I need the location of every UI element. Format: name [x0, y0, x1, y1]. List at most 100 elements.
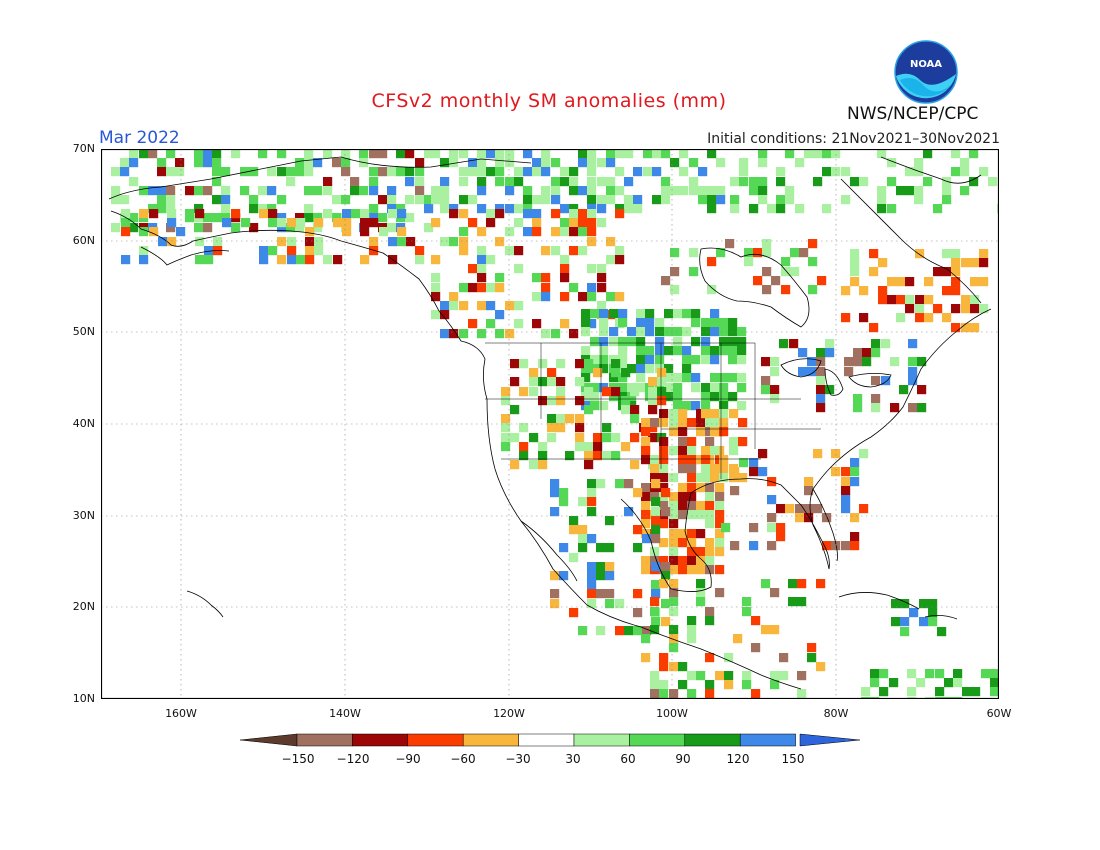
anomaly-cell: [710, 409, 720, 419]
anomaly-cell: [295, 167, 305, 177]
anomaly-cell: [816, 367, 826, 377]
anomaly-cell: [605, 589, 615, 599]
anomaly-cell: [486, 283, 496, 293]
anomaly-cell: [599, 327, 609, 337]
anomaly-cell: [664, 364, 674, 374]
anomaly-cell: [369, 204, 379, 214]
anomaly-cell: [877, 149, 887, 159]
anomaly-cell: [149, 209, 159, 219]
anomaly-cell: [547, 377, 557, 387]
anomaly-cell: [360, 218, 370, 228]
anomaly-cell: [669, 556, 679, 566]
anomaly-cell: [841, 486, 851, 496]
anomaly-cell: [541, 292, 551, 302]
anomaly-cell: [559, 488, 569, 498]
anomaly-cell: [645, 327, 655, 337]
anomaly-cell: [369, 167, 379, 177]
anomaly-cell: [762, 285, 772, 295]
colorbar-label: 90: [675, 752, 691, 766]
anomaly-cell: [701, 383, 711, 393]
anomaly-cell: [111, 223, 121, 233]
anomaly-cell: [813, 504, 823, 514]
anomaly-cell: [167, 218, 177, 228]
anomaly-cell: [896, 313, 906, 323]
anomaly-cell: [758, 195, 768, 205]
anomaly-cell: [584, 387, 594, 397]
anomaly-cell: [611, 359, 621, 369]
anomaly-cell: [342, 227, 352, 237]
anomaly-map: [101, 149, 999, 699]
anomaly-cell: [687, 538, 697, 548]
anomaly-cell: [678, 680, 688, 690]
anomaly-cell: [701, 337, 711, 347]
anomaly-cell: [970, 323, 980, 333]
anomaly-cell: [295, 213, 305, 223]
anomaly-cell: [341, 149, 351, 159]
anomaly-cell: [804, 504, 814, 514]
anomaly-cell: [696, 501, 706, 511]
anomaly-cell: [657, 396, 667, 406]
anomaly-cell: [641, 492, 651, 502]
anomaly-cell: [547, 423, 557, 433]
anomaly-cell: [807, 367, 817, 377]
anomaly-cell: [742, 671, 752, 681]
anomaly-cell: [650, 689, 660, 699]
anomaly-cell: [707, 204, 717, 214]
anomaly-cell: [359, 186, 369, 196]
anomaly-cell: [673, 373, 683, 383]
lat-label-10n: 10N: [72, 692, 95, 705]
anomaly-cell: [890, 403, 900, 413]
colorbar-label: 60: [620, 752, 636, 766]
anomaly-cell: [916, 678, 926, 688]
anomaly-cell: [841, 541, 851, 551]
anomaly-cell: [942, 195, 952, 205]
anomaly-cell: [739, 458, 749, 468]
anomaly-cell: [593, 433, 603, 443]
anomaly-cell: [687, 529, 697, 539]
anomaly-cell: [673, 327, 683, 337]
anomaly-cell: [705, 538, 715, 548]
anomaly-cell: [459, 301, 469, 311]
anomaly-cell: [547, 368, 557, 378]
anomaly-cell: [185, 186, 195, 196]
anomaly-cell: [514, 246, 524, 256]
anomaly-cell: [988, 177, 998, 187]
anomaly-cell: [648, 433, 658, 443]
anomaly-cell: [659, 501, 669, 511]
anomaly-cell: [822, 167, 832, 177]
anomaly-cell: [652, 149, 662, 159]
anomaly-cell: [710, 464, 720, 474]
anomaly-cell: [804, 149, 814, 159]
anomaly-cell: [323, 209, 333, 219]
anomaly-cell: [406, 237, 416, 247]
anomaly-cell: [859, 177, 869, 187]
anomaly-cell: [477, 167, 487, 177]
anomaly-cell: [990, 669, 999, 679]
anomaly-cell: [881, 339, 891, 349]
anomaly-cell: [148, 149, 158, 159]
anomaly-cell: [630, 414, 640, 424]
anomaly-cell: [678, 538, 688, 548]
anomaly-cell: [121, 209, 131, 219]
anomaly-cell: [369, 186, 379, 196]
anomaly-cell: [387, 204, 397, 214]
anomaly-cell: [682, 346, 692, 356]
anomaly-cell: [624, 149, 634, 159]
anomaly-cell: [590, 383, 600, 393]
anomaly-cell: [468, 158, 478, 168]
anomaly-cell: [715, 483, 725, 493]
anomaly-cell: [781, 285, 791, 295]
anomaly-cell: [650, 492, 660, 502]
anomaly-cell: [710, 446, 720, 456]
anomaly-cell: [813, 177, 823, 187]
anomaly-cell: [221, 195, 231, 205]
anomaly-cell: [556, 423, 566, 433]
anomaly-cell: [258, 204, 268, 214]
anomaly-cell: [501, 387, 511, 397]
anomaly-cell: [624, 626, 634, 636]
anomaly-cell: [166, 195, 176, 205]
anomaly-cell: [360, 227, 370, 237]
anomaly-cell: [696, 455, 706, 465]
anomaly-cell: [970, 295, 980, 305]
anomaly-cell: [687, 492, 697, 502]
